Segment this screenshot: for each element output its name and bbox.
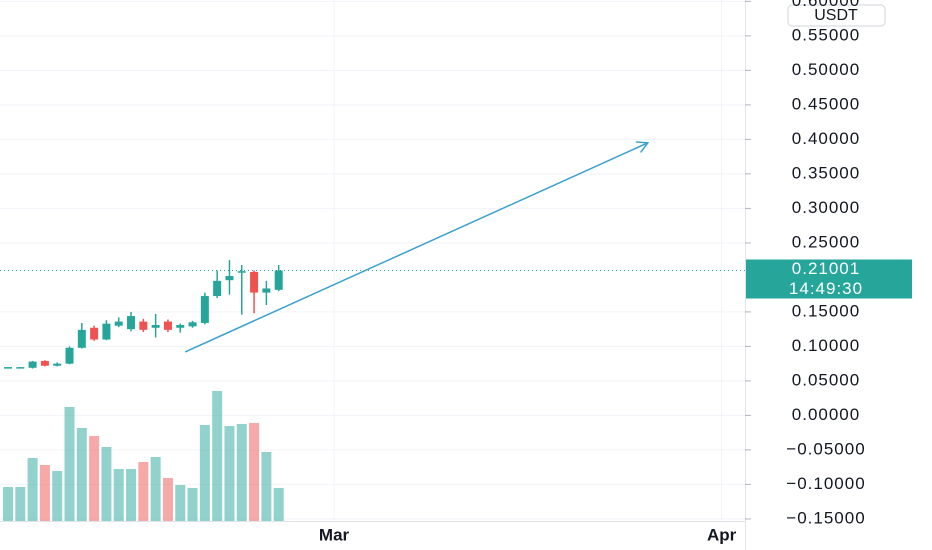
currency-label: USDT <box>814 7 858 24</box>
volume-bar <box>249 423 260 521</box>
y-tick-label: −0.05000 <box>786 439 865 458</box>
y-tick-label: 0.30000 <box>792 198 860 217</box>
volume-bar <box>27 458 38 521</box>
y-tick-label: −0.15000 <box>786 508 865 527</box>
y-tick-label: 0.50000 <box>792 60 860 79</box>
candle-body <box>188 322 197 327</box>
volume-bar <box>261 452 272 521</box>
volume-bar <box>113 469 124 521</box>
candle-body <box>176 325 185 328</box>
y-tick-label: 0.05000 <box>792 370 860 389</box>
candle-body <box>225 276 234 281</box>
y-tick-label: 0.15000 <box>792 301 860 320</box>
volume-bar <box>15 487 26 521</box>
candle-body <box>65 347 74 364</box>
y-tick-label: 0.00000 <box>792 405 860 424</box>
volume-bar <box>175 485 186 521</box>
volume-bar <box>224 426 235 521</box>
volume-bar <box>2 487 13 521</box>
candle-body <box>127 316 136 330</box>
y-tick-label: 0.45000 <box>792 94 860 113</box>
volume-bar <box>138 462 149 521</box>
volume-bar <box>76 428 87 521</box>
candle-body <box>16 367 25 369</box>
volume-bar <box>89 436 100 521</box>
candle-body <box>262 288 271 293</box>
countdown-label: 14:49:30 <box>789 279 863 298</box>
x-tick-label: Apr <box>707 525 737 544</box>
volume-bar <box>212 391 223 521</box>
y-tick-label: 0.10000 <box>792 336 860 355</box>
last-price-label: 0.21001 <box>792 259 860 278</box>
volume-bar <box>64 407 75 521</box>
volume-bar <box>150 457 161 521</box>
y-tick-label: −0.10000 <box>786 474 865 493</box>
candle-body <box>40 360 49 366</box>
candle-body <box>90 327 99 340</box>
volume-bar <box>187 488 198 521</box>
volume-bar <box>273 488 284 521</box>
volume-bar <box>236 424 247 521</box>
candle-body <box>114 321 123 326</box>
candle-body <box>151 325 160 328</box>
candle-body <box>28 361 37 368</box>
arrow-head <box>635 141 650 153</box>
candle-body <box>200 296 209 323</box>
last-price-box <box>746 259 912 280</box>
y-tick-label: 0.25000 <box>792 232 860 251</box>
x-tick-label: Mar <box>319 525 350 544</box>
y-tick-label: 0.60000 <box>792 0 860 10</box>
y-tick-label: 0.40000 <box>792 129 860 148</box>
y-tick-label: 0.35000 <box>792 163 860 182</box>
y-tick-label: 0.55000 <box>792 25 860 44</box>
candle-body <box>139 321 148 330</box>
candle-body <box>3 367 12 369</box>
volume-bar <box>39 465 50 521</box>
volume-bar <box>126 469 137 521</box>
candle-body <box>274 270 283 290</box>
candle-body <box>163 321 172 330</box>
volume-bar <box>101 447 112 521</box>
volume-bar <box>162 478 173 521</box>
volume-bar <box>199 425 210 521</box>
candle-body <box>213 280 222 297</box>
candle-body <box>250 271 259 293</box>
countdown-box <box>746 279 912 299</box>
currency-box[interactable] <box>787 4 886 27</box>
candle-body <box>53 363 62 366</box>
candle-body <box>237 271 246 273</box>
trend-arrow <box>184 142 649 353</box>
volume-bar <box>52 471 63 521</box>
candle-body <box>102 323 111 340</box>
candle-body <box>77 329 86 348</box>
